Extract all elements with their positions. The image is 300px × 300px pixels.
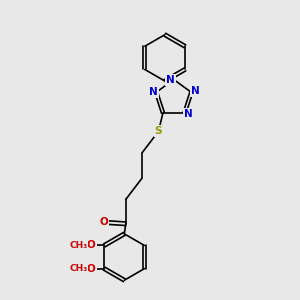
Text: O: O [99,217,108,227]
Text: O: O [87,241,95,250]
Text: N: N [167,75,175,85]
Text: O: O [87,264,95,274]
Text: N: N [149,87,158,97]
Text: N: N [191,86,200,96]
Text: CH₃: CH₃ [69,241,88,250]
Text: S: S [155,126,162,136]
Text: CH₃: CH₃ [69,264,88,273]
Text: N: N [184,110,193,119]
